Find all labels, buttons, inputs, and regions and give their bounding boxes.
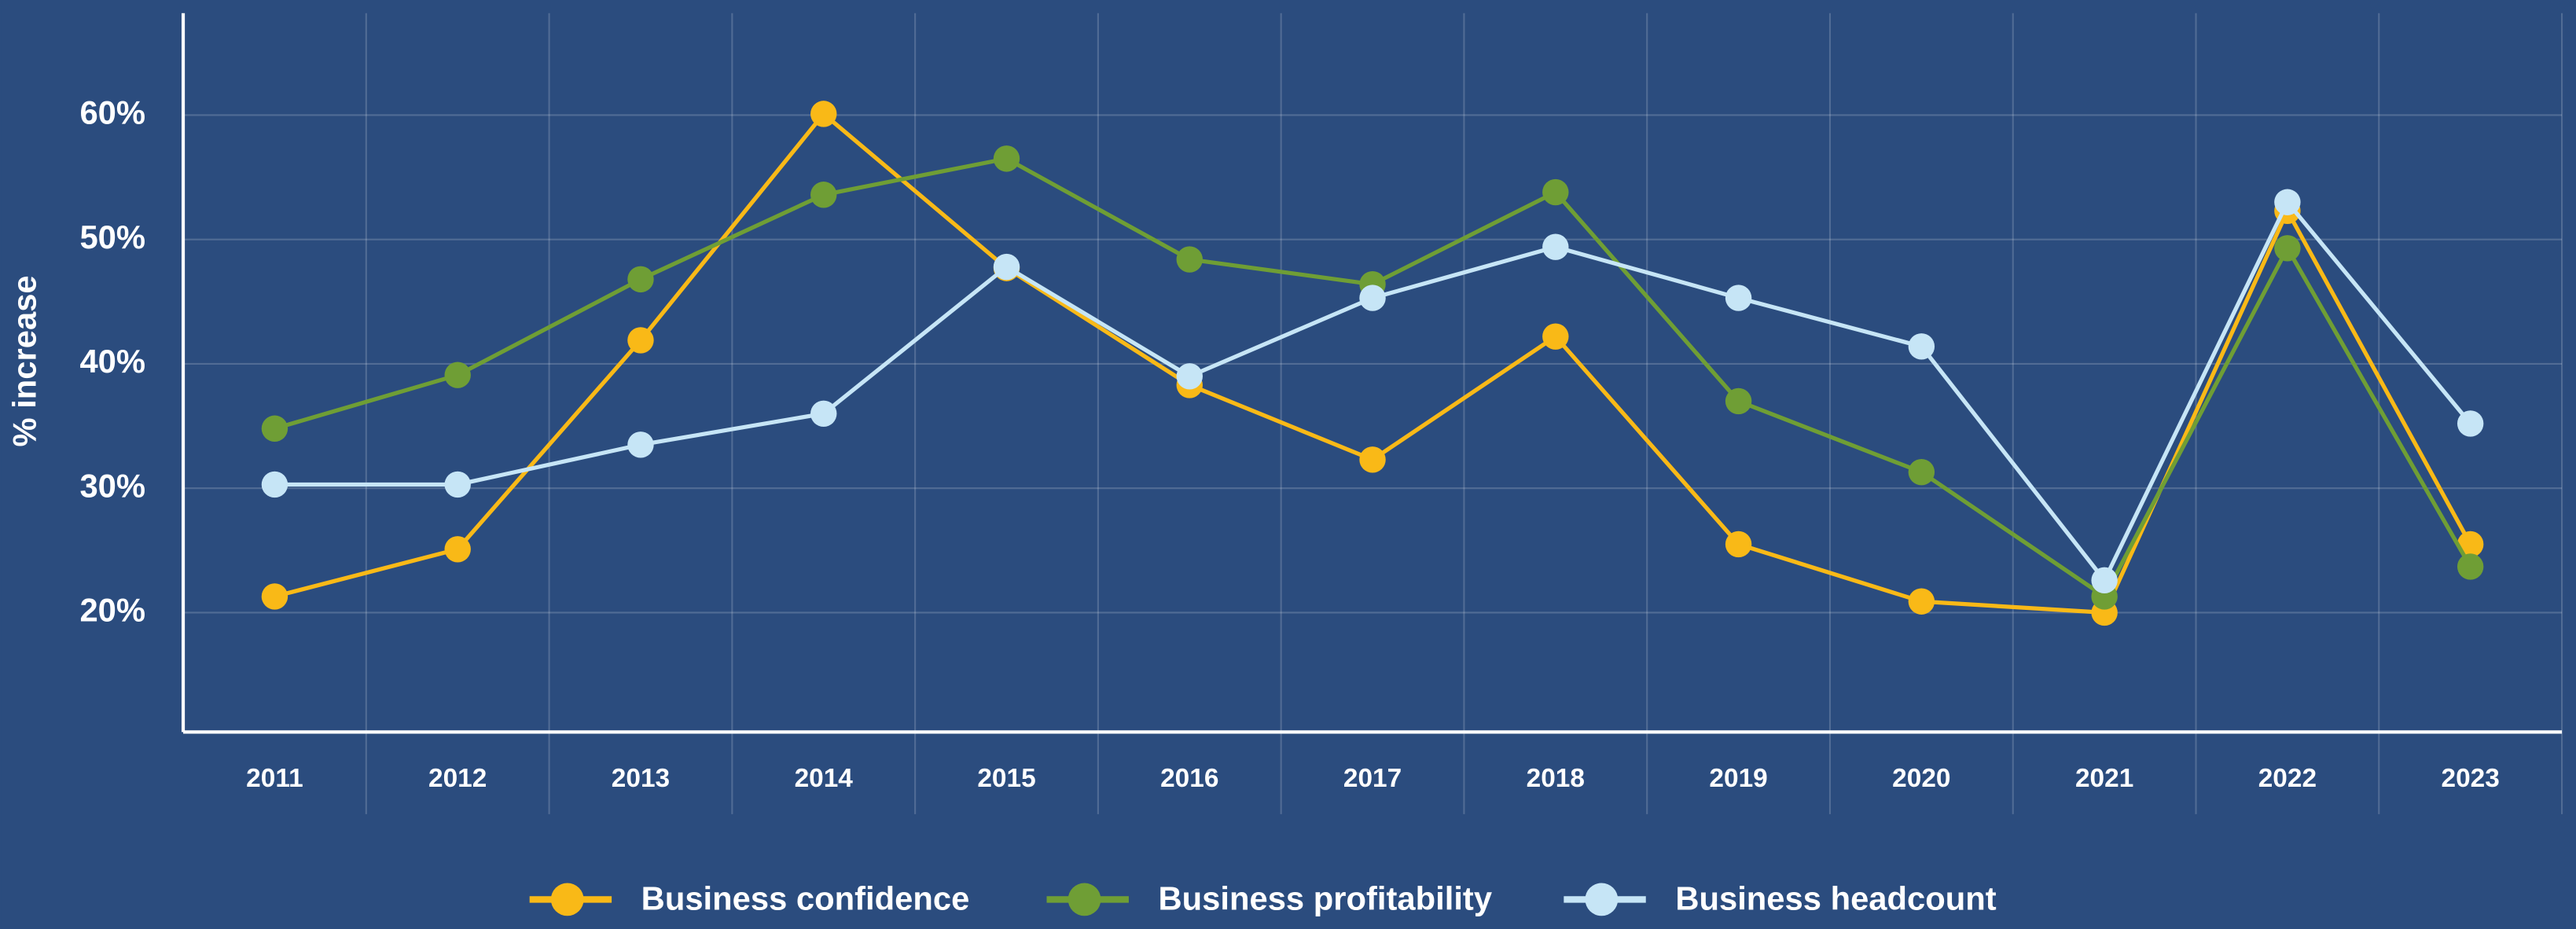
y-tick-label: 20%: [79, 592, 145, 629]
point: [627, 327, 654, 354]
x-tick-label: 2014: [795, 764, 854, 793]
point: [261, 471, 288, 498]
point: [993, 253, 1020, 281]
point: [1542, 323, 1569, 350]
point: [1542, 178, 1569, 206]
legend-label: Business headcount: [1675, 880, 1996, 917]
x-tick-label: 2021: [2075, 764, 2133, 793]
x-tick-label: 2016: [1160, 764, 1218, 793]
point: [261, 415, 288, 442]
point: [444, 471, 471, 498]
x-tick-label: 2022: [2258, 764, 2317, 793]
point: [2457, 410, 2484, 437]
point: [1359, 285, 1386, 311]
legend-marker: [550, 883, 584, 916]
legend-marker: [1585, 883, 1619, 916]
point: [1359, 446, 1386, 473]
point: [1176, 246, 1203, 273]
x-tick-label: 2023: [2442, 764, 2500, 793]
x-tick-label: 2011: [246, 764, 303, 793]
point: [993, 145, 1020, 172]
point: [261, 583, 288, 610]
point: [1725, 531, 1752, 558]
point: [2457, 553, 2484, 580]
point: [1908, 333, 1935, 360]
point: [810, 182, 837, 208]
point: [1908, 588, 1935, 615]
point: [444, 362, 471, 388]
point: [2091, 567, 2118, 594]
legend-label: Business confidence: [641, 880, 970, 917]
point: [810, 400, 837, 427]
x-tick-label: 2017: [1343, 764, 1402, 793]
point: [1725, 285, 1752, 311]
point: [627, 431, 654, 458]
point: [2274, 235, 2301, 262]
y-tick-label: 40%: [79, 343, 145, 380]
point: [810, 101, 837, 127]
point: [1542, 233, 1569, 260]
point: [1908, 458, 1935, 486]
legend-marker: [1068, 883, 1101, 916]
point: [2457, 531, 2484, 558]
x-tick-label: 2018: [1527, 764, 1585, 793]
point: [627, 266, 654, 293]
x-tick-label: 2020: [1892, 764, 1950, 793]
x-tick-label: 2019: [1709, 764, 1767, 793]
x-tick-label: 2013: [612, 764, 670, 793]
x-tick-label: 2012: [428, 764, 487, 793]
point: [2274, 189, 2301, 215]
point: [1176, 363, 1203, 390]
legend-label: Business profitability: [1159, 880, 1493, 917]
point: [1725, 387, 1752, 415]
y-axis-title: % increase: [6, 275, 43, 446]
y-tick-label: 30%: [79, 467, 145, 504]
point: [444, 536, 471, 563]
y-tick-label: 50%: [79, 218, 145, 255]
x-tick-label: 2015: [977, 764, 1035, 793]
y-tick-label: 60%: [79, 94, 145, 131]
